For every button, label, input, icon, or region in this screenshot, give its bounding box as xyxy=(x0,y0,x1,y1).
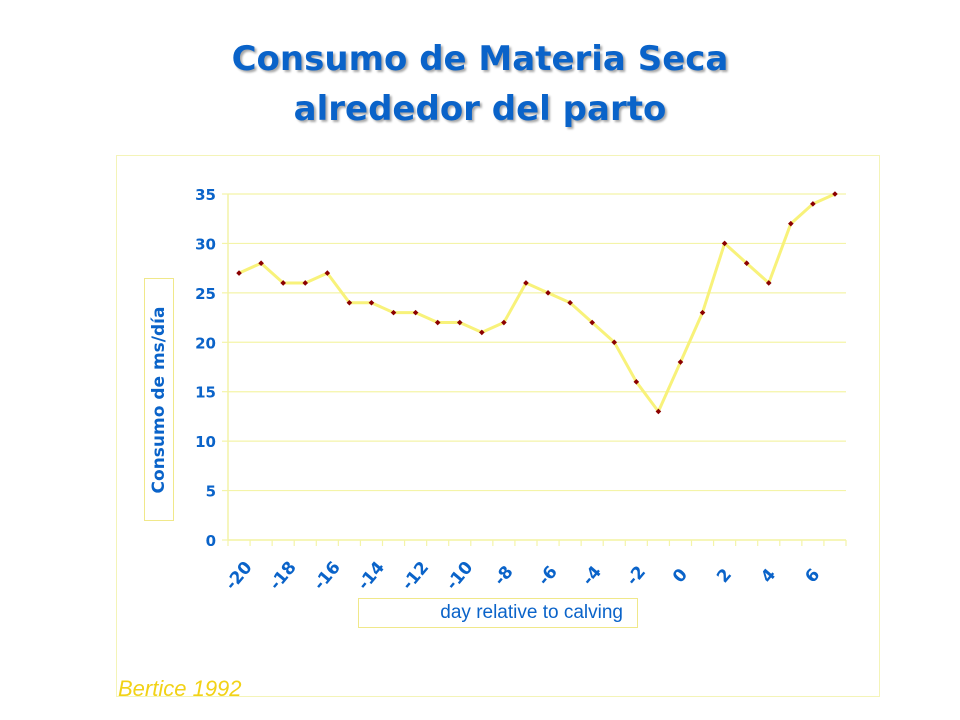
x-tick-label: -8 xyxy=(490,562,517,589)
data-point xyxy=(479,329,485,336)
data-point xyxy=(655,408,662,415)
x-axis-label: day relative to calving xyxy=(358,598,638,628)
y-tick-label: 30 xyxy=(195,235,216,253)
y-axis-label-box xyxy=(144,278,174,521)
y-axis-label: Consumo de ms/día xyxy=(149,306,169,494)
data-point xyxy=(765,280,772,286)
data-point xyxy=(501,319,507,326)
x-tick-label: -4 xyxy=(578,562,606,589)
data-point xyxy=(346,299,353,306)
x-tick-label: -12 xyxy=(398,558,433,594)
y-tick-label: 15 xyxy=(195,384,216,402)
y-tick-label: 0 xyxy=(206,532,216,550)
x-tick-label: -20 xyxy=(222,558,257,595)
title-line-2: alrededor del parto xyxy=(293,89,667,129)
source-citation: Bertice 1992 xyxy=(118,676,242,701)
data-point xyxy=(390,309,397,316)
data-point xyxy=(302,280,309,286)
data-point xyxy=(699,309,706,316)
y-tick-label: 25 xyxy=(195,285,216,303)
y-tick-label: 20 xyxy=(195,334,216,352)
data-point xyxy=(832,191,838,197)
data-point xyxy=(810,201,816,207)
data-point xyxy=(280,280,286,286)
data-point xyxy=(677,359,684,365)
x-tick-label: 0 xyxy=(669,565,692,587)
data-point xyxy=(258,260,264,266)
x-tick-label: 6 xyxy=(801,565,824,587)
data-point xyxy=(788,220,794,227)
title-line-1: Consumo de Materia Seca xyxy=(231,39,729,79)
data-point xyxy=(368,299,375,306)
series-line xyxy=(238,192,836,413)
data-point xyxy=(324,270,331,276)
data-point xyxy=(412,309,419,316)
data-point xyxy=(567,299,573,306)
x-tick-label: -16 xyxy=(310,558,345,594)
data-point xyxy=(721,240,728,247)
x-tick-label: 2 xyxy=(713,565,736,587)
x-tick-label: 4 xyxy=(757,565,780,587)
data-point xyxy=(743,260,750,266)
y-tick-label: 5 xyxy=(206,483,216,501)
y-tick-label: 35 xyxy=(195,186,216,204)
data-point xyxy=(434,319,441,326)
data-point xyxy=(456,319,463,326)
data-point xyxy=(545,290,551,296)
x-tick-label: -18 xyxy=(266,558,301,594)
chart-frame xyxy=(116,155,880,697)
data-point xyxy=(523,280,529,286)
x-tick-label: -14 xyxy=(354,558,389,595)
x-tick-label: -2 xyxy=(623,562,650,589)
data-point xyxy=(611,339,618,346)
x-tick-label: -10 xyxy=(442,558,477,595)
y-tick-label: 10 xyxy=(195,433,216,451)
x-tick-label: -6 xyxy=(534,562,561,589)
data-point xyxy=(633,379,640,385)
chart-title: Consumo de Materia Seca alrededor del pa… xyxy=(0,34,960,134)
data-point xyxy=(236,270,242,276)
data-point xyxy=(589,319,595,326)
